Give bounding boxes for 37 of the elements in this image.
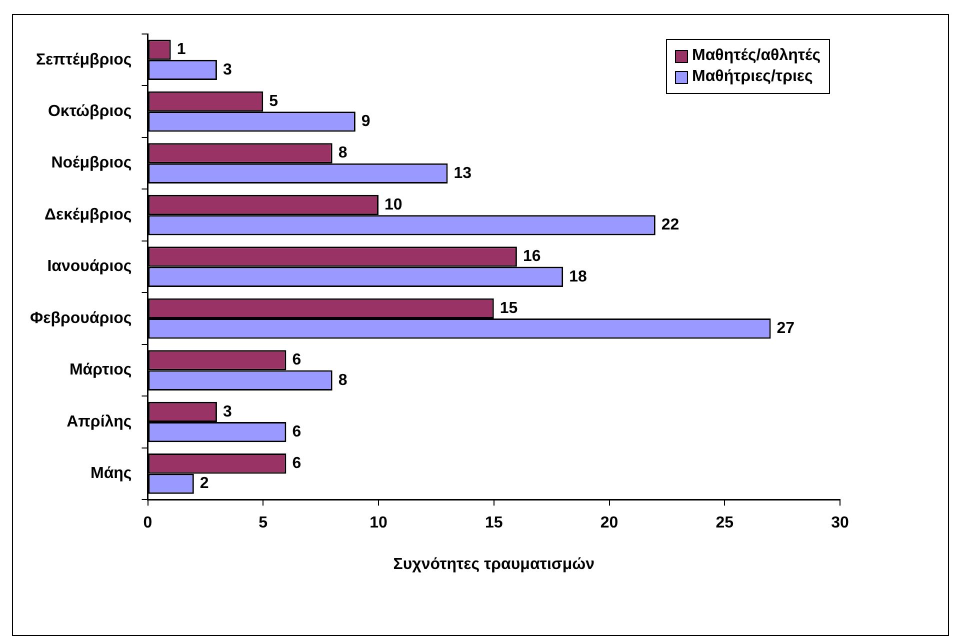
x-tick-label: 30 [831, 514, 849, 532]
x-tick-label: 0 [143, 514, 152, 532]
data-label: 9 [361, 113, 370, 130]
x-tick-label: 20 [600, 514, 618, 532]
y-tick-label: Μάρτιος [69, 362, 132, 379]
y-tick-label: Ιανουάριος [47, 258, 132, 276]
data-label: 6 [292, 455, 302, 472]
y-tick-label: Οκτώβριος [48, 103, 132, 120]
data-label: 27 [776, 320, 795, 338]
data-label: 3 [222, 403, 232, 420]
data-label: 8 [338, 372, 348, 389]
data-label: 6 [292, 423, 302, 440]
x-tick-label: 25 [716, 514, 734, 532]
data-label: 5 [269, 92, 278, 110]
data-label: 8 [338, 144, 348, 162]
data-label: 18 [569, 268, 587, 286]
y-tick-label: Απρίλης [66, 413, 132, 430]
y-tick-label: Σεπτέμβριος [36, 51, 132, 68]
data-label: 10 [384, 196, 402, 214]
x-tick-label: 15 [484, 514, 503, 532]
data-label: 1 [176, 41, 186, 58]
x-tick-label: 5 [258, 514, 268, 532]
data-label: 15 [500, 300, 518, 317]
legend-label: Μαθήτριες/τριες [692, 68, 813, 86]
legend-label: Μαθητές/αθλητές [692, 47, 821, 65]
data-label: 3 [222, 61, 232, 78]
y-tick-label: Νοέμβριος [51, 154, 132, 172]
data-label: 2 [200, 475, 209, 492]
y-tick-label: Μάης [90, 465, 132, 482]
y-tick-label: Δεκέμβριος [44, 206, 132, 224]
data-label: 6 [292, 352, 302, 369]
data-label: 13 [454, 164, 472, 182]
x-tick-label: 10 [370, 514, 388, 532]
x-axis-title: Συχνότητες τραυματισμών [393, 556, 595, 573]
y-tick-label: Φεβρουάριος [30, 310, 132, 327]
data-label: 22 [661, 216, 680, 234]
data-label: 16 [522, 248, 541, 266]
